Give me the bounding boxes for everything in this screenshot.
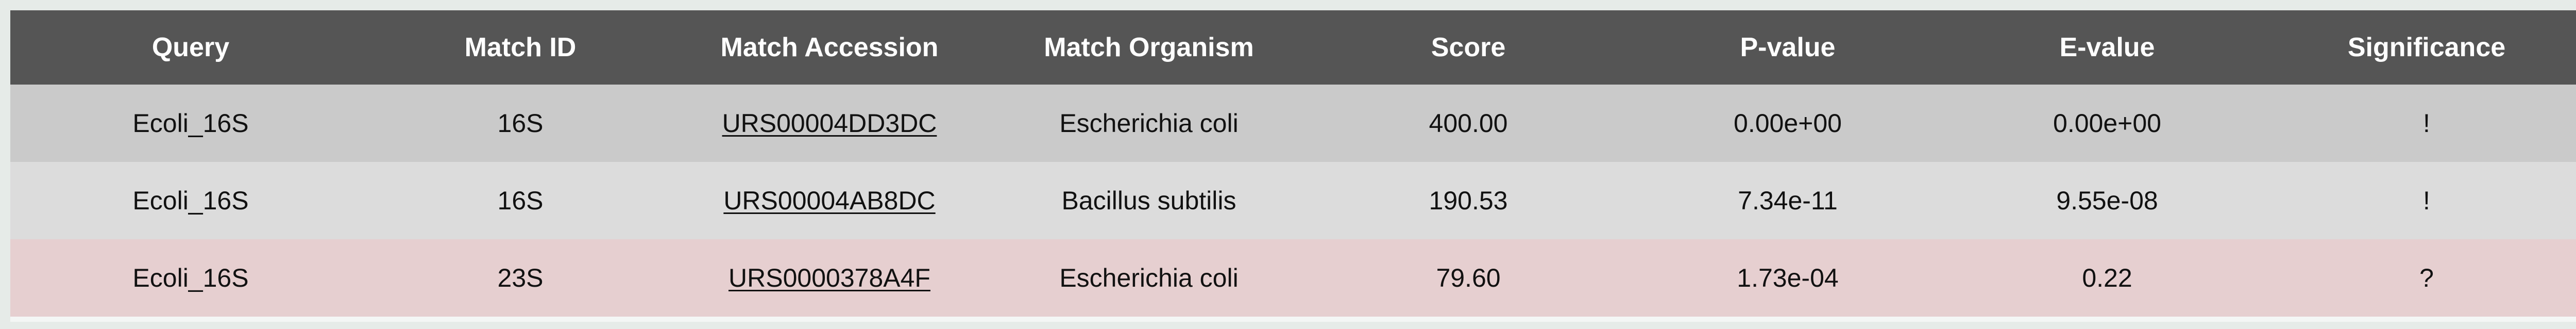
query-cell: Ecoli_16S bbox=[132, 186, 249, 215]
query-cell: Ecoli_16S bbox=[132, 109, 249, 138]
table-row: Ecoli_16S 16S URS00004DD3DC Escherichia … bbox=[10, 85, 2576, 162]
significance-cell: ? bbox=[2419, 264, 2434, 292]
p-value-cell: 7.34e-11 bbox=[1738, 186, 1838, 215]
e-value-cell: 9.55e-08 bbox=[2056, 186, 2158, 215]
significance-cell: ! bbox=[2423, 109, 2430, 138]
match-organism-cell: Bacillus subtilis bbox=[1061, 186, 1236, 215]
match-id-cell: 16S bbox=[497, 186, 544, 215]
column-header-score: Score bbox=[1431, 32, 1506, 62]
significance-cell: ! bbox=[2423, 186, 2430, 215]
score-cell: 400.00 bbox=[1429, 109, 1508, 138]
column-header-e-value: E-value bbox=[2059, 32, 2155, 62]
p-value-cell: 1.73e-04 bbox=[1737, 264, 1839, 292]
score-cell: 79.60 bbox=[1436, 264, 1501, 292]
table-row: Ecoli_16S 23S URS0000378A4F Escherichia … bbox=[10, 239, 2576, 317]
match-accession-cell: URS00004DD3DC bbox=[670, 85, 989, 162]
match-organism-cell: Escherichia coli bbox=[1059, 109, 1239, 138]
table-row: Ecoli_16S 16S URS00004AB8DC Bacillus sub… bbox=[10, 162, 2576, 239]
results-table: Query Match ID Match Accession Match Org… bbox=[10, 10, 2576, 317]
match-accession-link[interactable]: URS00004AB8DC bbox=[723, 186, 936, 215]
results-panel: Query Match ID Match Accession Match Org… bbox=[10, 10, 2576, 322]
e-value-cell: 0.00e+00 bbox=[2053, 109, 2161, 138]
p-value-cell: 0.00e+00 bbox=[1734, 109, 1842, 138]
header-row: Query Match ID Match Accession Match Org… bbox=[10, 10, 2576, 85]
match-accession-cell: URS00004AB8DC bbox=[670, 162, 989, 239]
match-accession-link[interactable]: URS0000378A4F bbox=[728, 264, 930, 292]
table-body: Ecoli_16S 16S URS00004DD3DC Escherichia … bbox=[10, 85, 2576, 317]
match-accession-link[interactable]: URS00004DD3DC bbox=[722, 109, 937, 138]
match-organism-cell: Escherichia coli bbox=[1059, 264, 1239, 292]
column-header-match-organism: Match Organism bbox=[1044, 32, 1254, 62]
table-header: Query Match ID Match Accession Match Org… bbox=[10, 10, 2576, 85]
match-id-cell: 23S bbox=[497, 264, 544, 292]
match-accession-cell: URS0000378A4F bbox=[670, 239, 989, 317]
column-header-query: Query bbox=[151, 32, 230, 62]
column-header-match-accession: Match Accession bbox=[720, 32, 939, 62]
score-cell: 190.53 bbox=[1429, 186, 1508, 215]
match-id-cell: 16S bbox=[497, 109, 544, 138]
column-header-significance: Significance bbox=[2347, 32, 2506, 62]
e-value-cell: 0.22 bbox=[2082, 264, 2132, 292]
column-header-p-value: P-value bbox=[1740, 32, 1836, 62]
column-header-match-id: Match ID bbox=[464, 32, 577, 62]
query-cell: Ecoli_16S bbox=[132, 264, 249, 292]
